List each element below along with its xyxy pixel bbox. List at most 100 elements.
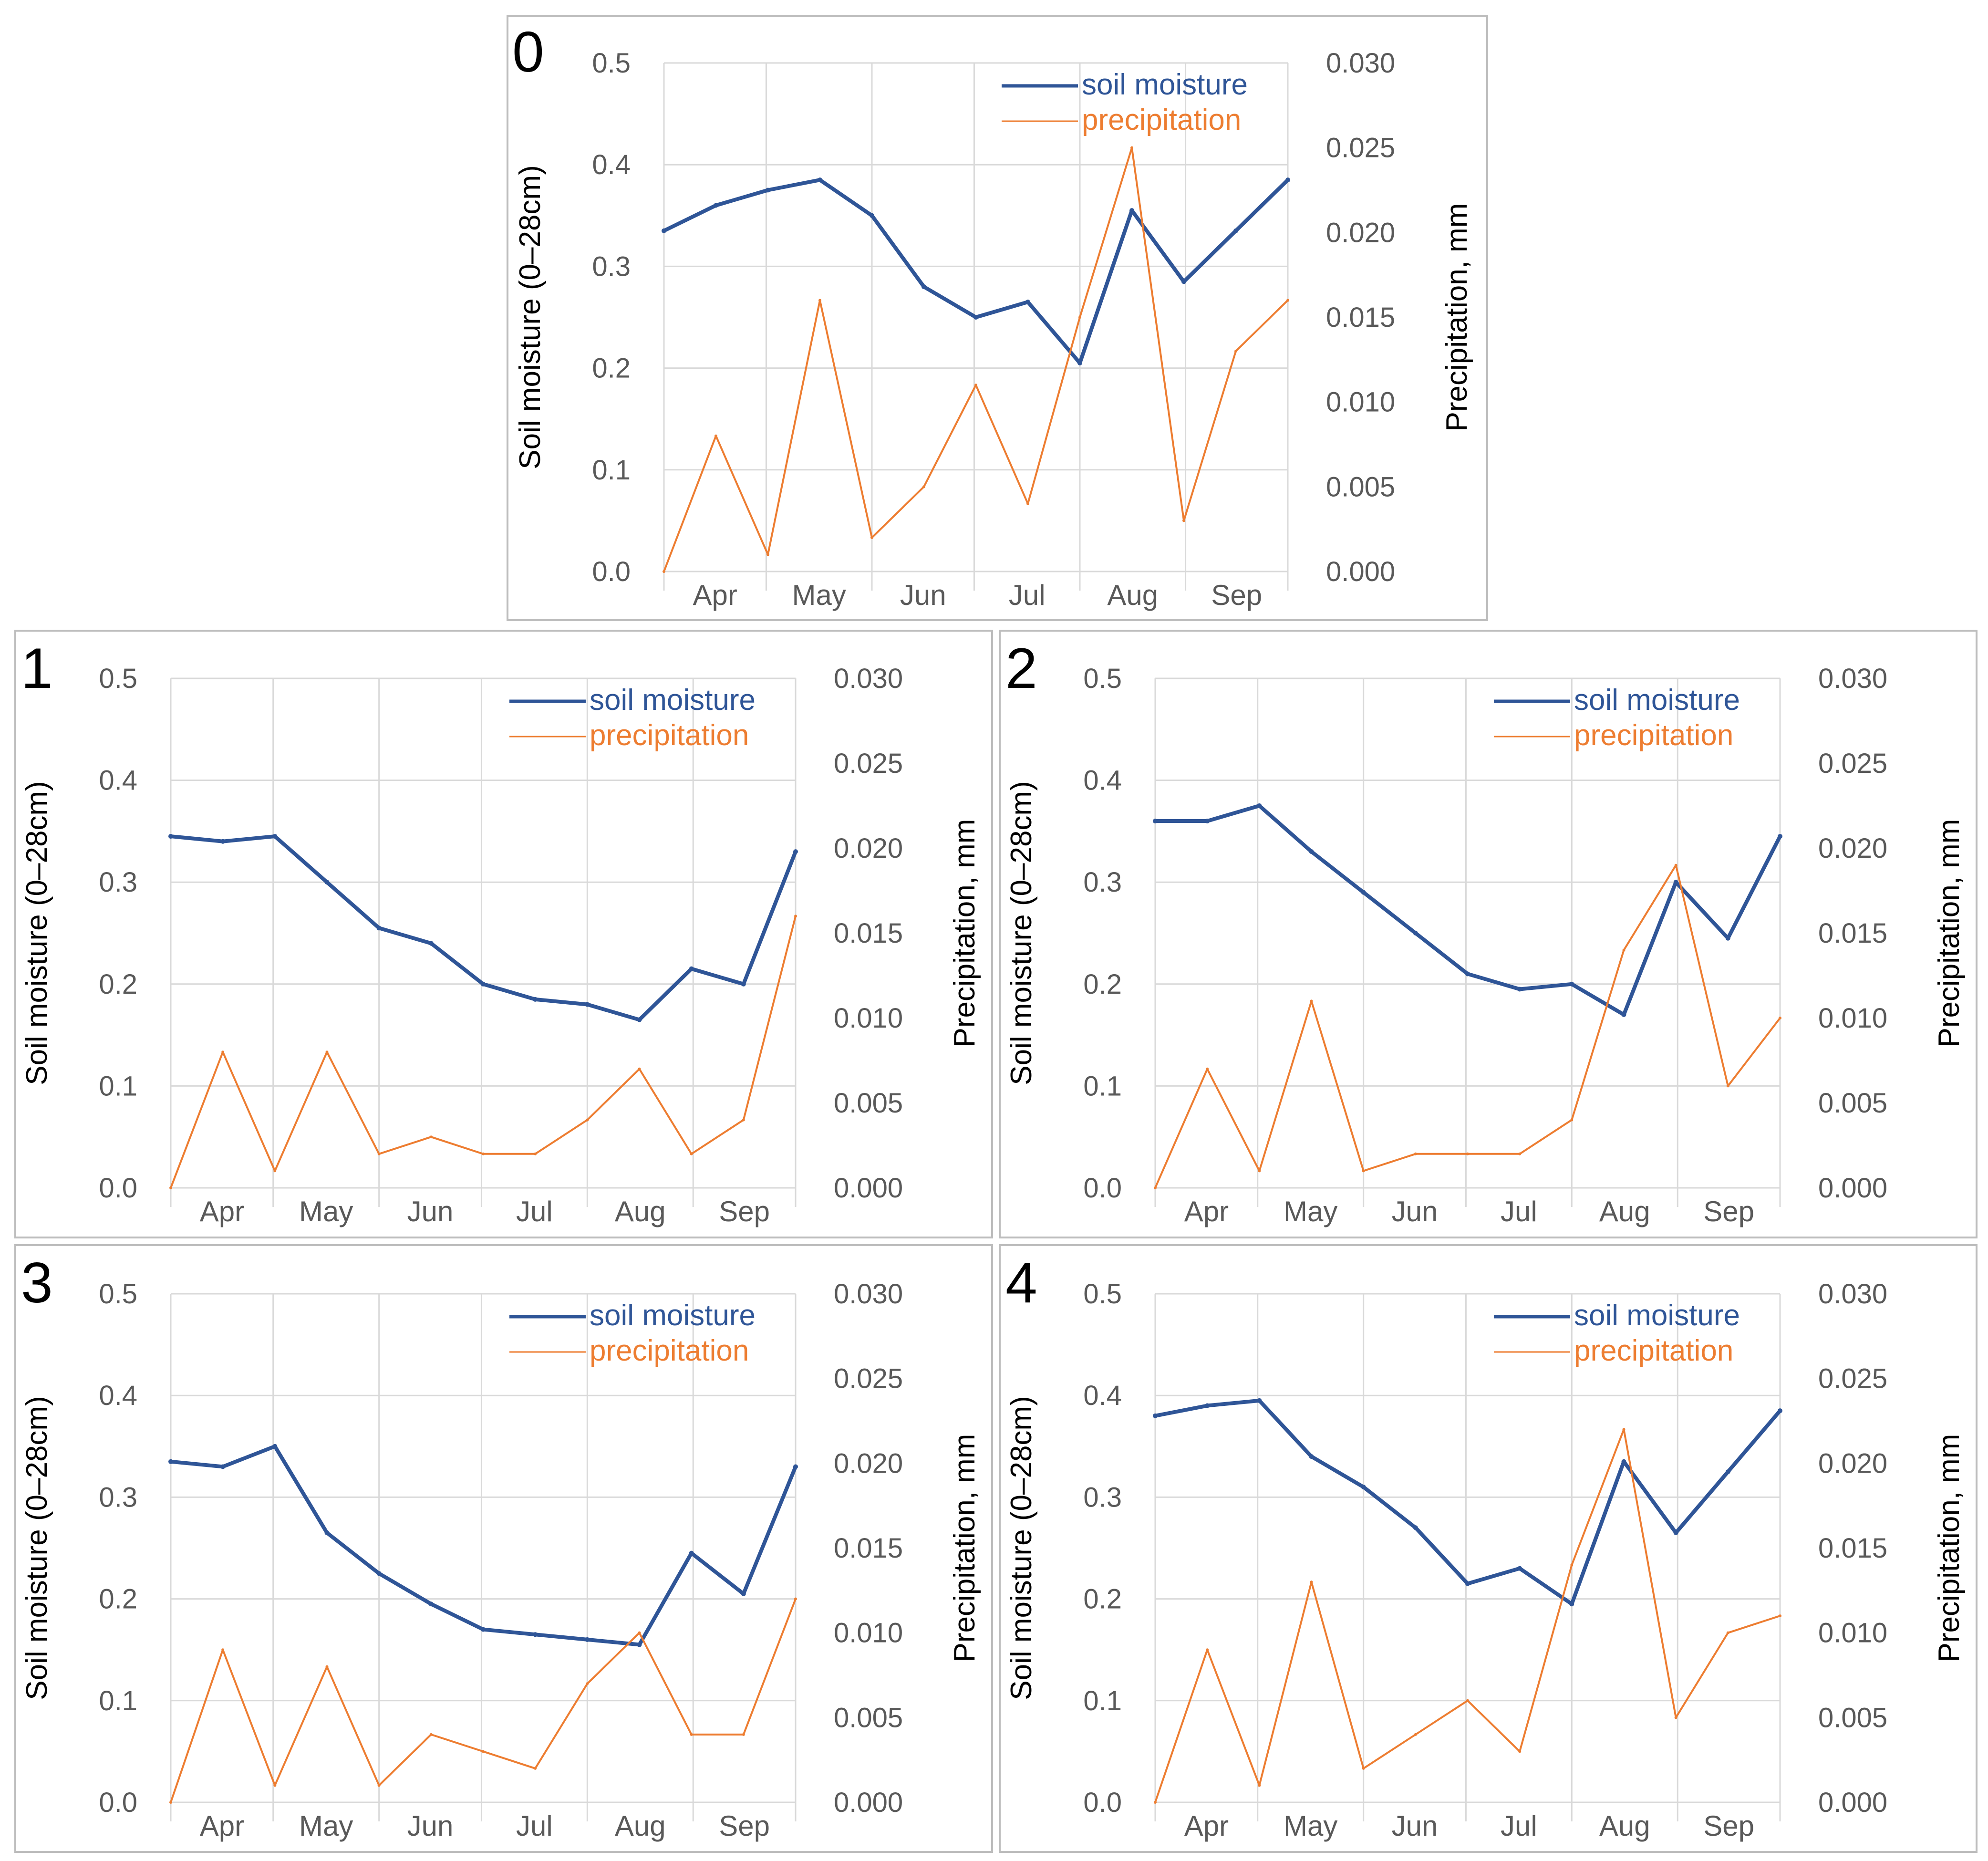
soil-moisture-point — [220, 839, 226, 844]
panel-number: 0 — [512, 20, 544, 84]
soil-moisture-point — [1673, 1530, 1678, 1536]
legend-label-soil-moisture: soil moisture — [1082, 68, 1248, 101]
precipitation-point — [1206, 1067, 1209, 1071]
soil-moisture-point — [1673, 880, 1678, 885]
right-axis-title: Precipitation, mm — [948, 1434, 981, 1663]
left-tick-label: 0.3 — [99, 867, 137, 898]
left-tick-label: 0.3 — [592, 251, 631, 282]
precipitation-point — [169, 1186, 172, 1189]
soil-moisture-point — [689, 966, 694, 971]
soil-moisture-point — [376, 1571, 382, 1576]
right-axis-title: Precipitation, mm — [1933, 819, 1966, 1048]
left-tick-label: 0.2 — [1083, 1584, 1122, 1615]
soil-moisture-point — [1725, 1469, 1730, 1475]
panel-number: 3 — [21, 1251, 53, 1315]
soil-moisture-point — [168, 834, 173, 839]
precipitation-point — [1674, 1716, 1677, 1719]
soil-moisture-point — [1309, 849, 1314, 854]
precipitation-point — [482, 1750, 485, 1753]
precipitation-point — [221, 1050, 225, 1054]
right-tick-label: 0.025 — [834, 748, 903, 779]
legend-label-precipitation: precipitation — [1574, 1334, 1733, 1367]
panel-0 — [507, 15, 1488, 621]
left-tick-label: 0.5 — [1083, 663, 1122, 694]
precipitation-point — [1130, 146, 1133, 149]
precipitation-point — [1154, 1186, 1157, 1189]
precipitation-point — [377, 1784, 381, 1787]
right-tick-label: 0.020 — [834, 833, 903, 864]
precipitation-point — [273, 1784, 277, 1787]
soil-moisture-point — [818, 177, 822, 183]
soil-moisture-point — [168, 1459, 173, 1464]
right-tick-label: 0.030 — [1818, 1279, 1887, 1310]
soil-moisture-point — [1077, 360, 1082, 365]
right-tick-label: 0.005 — [1326, 471, 1395, 502]
precipitation-point — [794, 1597, 797, 1601]
month-label: Apr — [1184, 1196, 1229, 1227]
soil-moisture-point — [1309, 1454, 1314, 1459]
soil-moisture-point — [533, 1632, 538, 1637]
left-axis-title: Soil moisture (0–28cm) — [21, 1396, 53, 1700]
soil-moisture-point — [793, 1464, 798, 1469]
precipitation-point — [221, 1648, 225, 1652]
precipitation-line — [170, 915, 797, 1188]
soil-moisture-point — [1778, 1408, 1782, 1414]
precipitation-point — [638, 1067, 641, 1071]
soil-moisture-point — [637, 1642, 642, 1647]
month-label: May — [792, 579, 846, 611]
soil-moisture-point — [1129, 208, 1134, 213]
right-tick-label: 0.005 — [1818, 1088, 1887, 1119]
soil-moisture-point — [428, 941, 434, 946]
left-tick-label: 0.0 — [592, 556, 631, 587]
soil-moisture-point — [793, 849, 798, 854]
soil-moisture-point — [1361, 890, 1366, 895]
month-label: Jun — [407, 1196, 454, 1227]
left-tick-label: 0.3 — [1083, 1482, 1122, 1513]
precipitation-point — [922, 485, 925, 489]
right-tick-label: 0.000 — [834, 1787, 903, 1818]
right-tick-label: 0.025 — [1326, 133, 1395, 164]
precipitation-point — [1310, 1580, 1313, 1584]
soil-moisture-point — [741, 1591, 746, 1596]
precipitation-point — [1779, 1614, 1781, 1618]
month-label: Jul — [1009, 579, 1046, 611]
panel-number: 2 — [1005, 636, 1037, 700]
left-tick-label: 0.1 — [592, 455, 631, 486]
left-tick-label: 0.2 — [592, 353, 631, 384]
right-tick-label: 0.030 — [834, 663, 903, 694]
soil-moisture-line — [170, 834, 797, 1022]
left-tick-label: 0.2 — [99, 969, 137, 1000]
right-tick-label: 0.005 — [1818, 1702, 1887, 1733]
panel-number: 4 — [1005, 1251, 1037, 1315]
precipitation-point — [1570, 1118, 1574, 1122]
right-tick-label: 0.015 — [834, 1533, 903, 1564]
soil-moisture-point — [1205, 819, 1210, 824]
soil-moisture-point — [1621, 1459, 1626, 1464]
month-label: Apr — [200, 1196, 244, 1227]
left-tick-label: 0.2 — [99, 1584, 137, 1615]
right-tick-label: 0.015 — [1818, 1533, 1887, 1564]
month-label: Jun — [407, 1810, 454, 1842]
left-axis-title: Soil moisture (0–28cm) — [1005, 781, 1038, 1085]
soil-moisture-point — [1413, 931, 1418, 936]
month-label: Jun — [1392, 1196, 1438, 1227]
right-tick-label: 0.015 — [1818, 918, 1887, 949]
soil-moisture-point — [922, 284, 926, 290]
panel-2 — [999, 630, 1978, 1238]
precipitation-point — [429, 1135, 433, 1139]
precipitation-point — [1362, 1767, 1365, 1770]
soil-moisture-point — [1205, 1403, 1210, 1408]
month-label: Aug — [1599, 1196, 1650, 1227]
soil-moisture-point — [1257, 1398, 1262, 1403]
left-tick-label: 0.5 — [99, 663, 137, 694]
right-tick-label: 0.025 — [834, 1363, 903, 1394]
soil-moisture-point — [1569, 981, 1574, 987]
precipitation-line — [1154, 864, 1781, 1188]
precipitation-point — [1182, 519, 1185, 522]
right-axis-title: Precipitation, mm — [948, 819, 981, 1048]
precipitation-point — [818, 299, 821, 302]
soil-moisture-point — [662, 228, 666, 233]
left-tick-label: 0.1 — [1083, 1685, 1122, 1716]
left-tick-label: 0.3 — [1083, 867, 1122, 898]
left-tick-label: 0.3 — [99, 1482, 137, 1513]
